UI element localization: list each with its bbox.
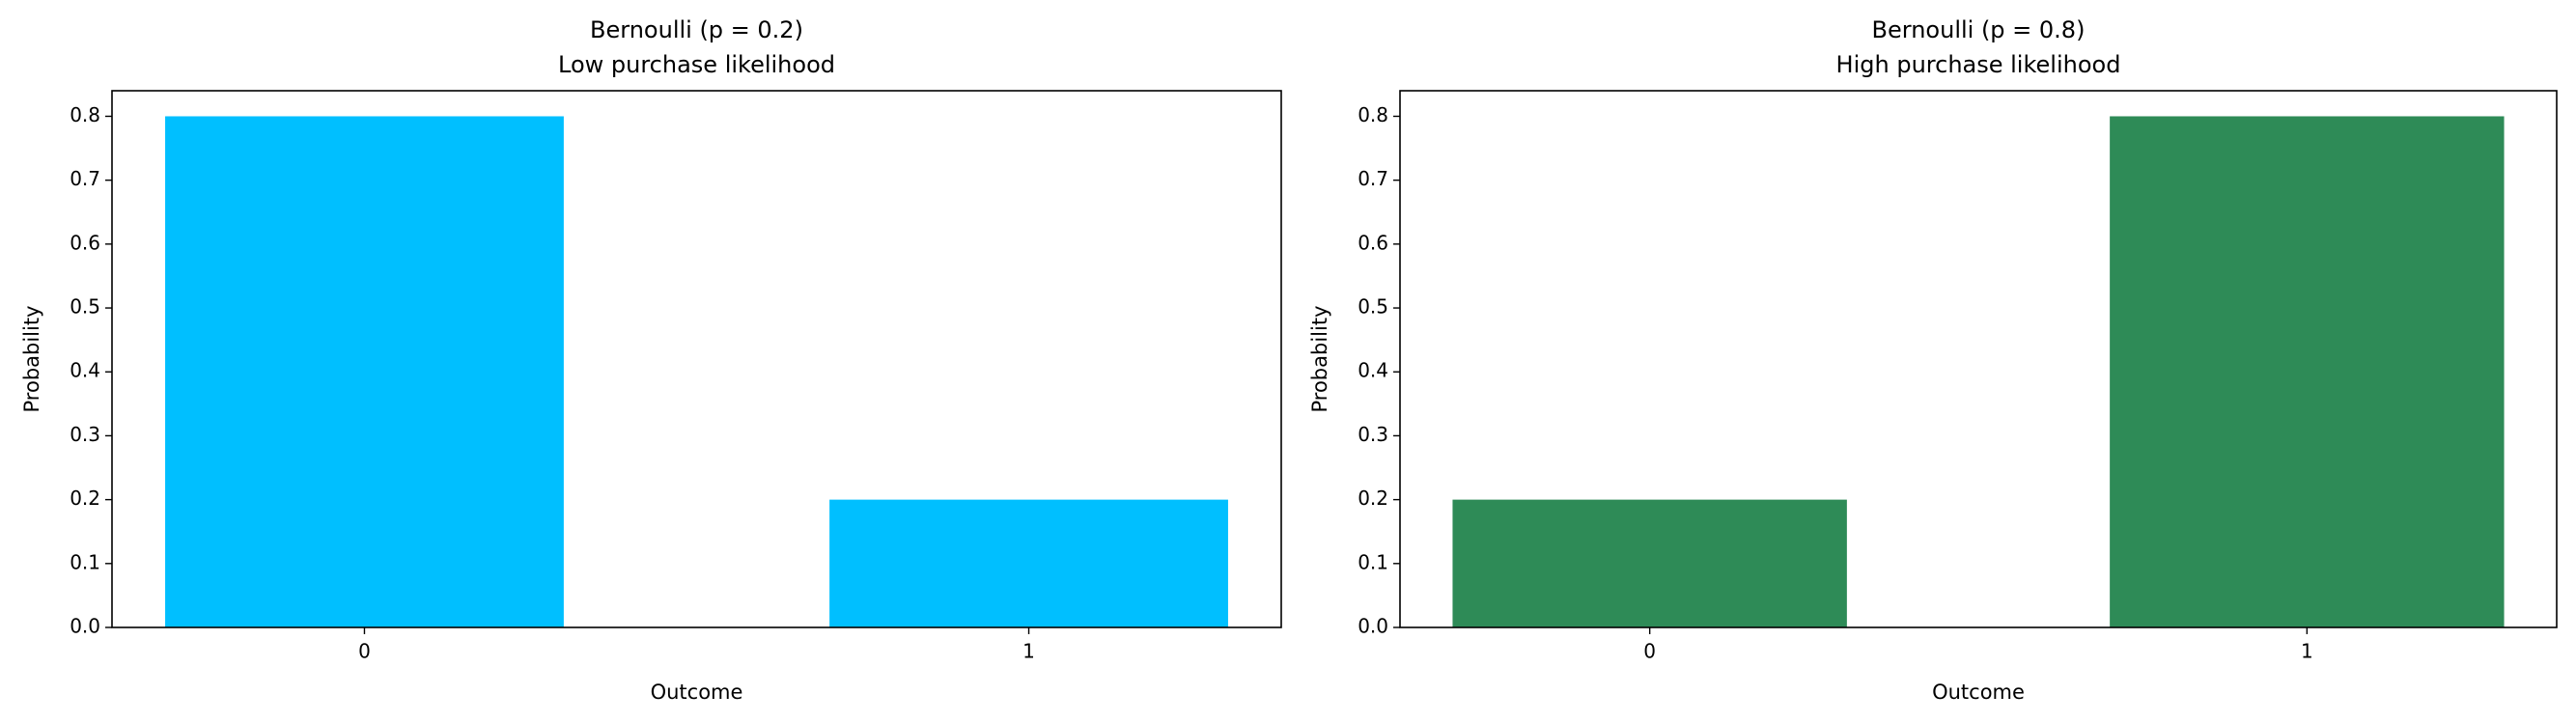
x-tick-label: 1	[2301, 640, 2313, 663]
y-tick-label: 0.0	[70, 615, 100, 638]
y-tick-label: 0.8	[70, 103, 100, 126]
chart-subtitle: Low purchase likelihood	[558, 51, 835, 78]
y-tick-label: 0.2	[70, 487, 100, 510]
bar	[1452, 499, 1847, 627]
y-tick-label: 0.1	[70, 550, 100, 573]
plot-frame	[1399, 90, 2558, 628]
y-tick-label: 0.7	[1358, 167, 1388, 190]
x-tick-label: 1	[1022, 640, 1035, 663]
y-tick-label: 0.3	[1358, 423, 1388, 446]
y-tick-label: 0.1	[1358, 550, 1388, 573]
chart-title: Bernoulli (p = 0.8)	[1872, 16, 2086, 43]
y-tick-label: 0.0	[1358, 615, 1388, 638]
y-tick-label: 0.6	[70, 231, 100, 254]
plot-frame	[111, 90, 1282, 628]
y-axis-label: Probability	[20, 305, 43, 412]
y-axis-label: Probability	[1308, 305, 1331, 412]
y-tick-label: 0.2	[1358, 487, 1388, 510]
x-axis-label: Outcome	[1932, 681, 2025, 704]
y-tick-label: 0.3	[70, 423, 100, 446]
y-tick-label: 0.4	[70, 359, 100, 382]
y-tick-label: 0.6	[1358, 231, 1388, 254]
bar	[165, 116, 564, 627]
y-tick-label: 0.7	[70, 167, 100, 190]
x-tick-label: 0	[1643, 640, 1656, 663]
bar	[2110, 116, 2505, 627]
chart-title: Bernoulli (p = 0.2)	[590, 16, 803, 43]
chart-subtitle: High purchase likelihood	[1836, 51, 2121, 78]
y-tick-label: 0.4	[1358, 359, 1388, 382]
y-tick-label: 0.8	[1358, 103, 1388, 126]
bar	[829, 499, 1228, 627]
y-tick-label: 0.5	[70, 295, 100, 319]
y-tick-label: 0.5	[1358, 295, 1388, 319]
x-axis-label: Outcome	[651, 681, 743, 704]
x-tick-label: 0	[358, 640, 371, 663]
